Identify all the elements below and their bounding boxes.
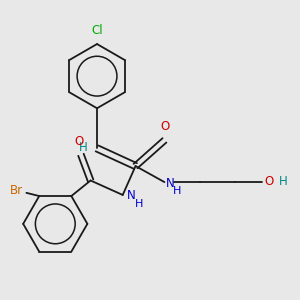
Text: O: O [265, 175, 274, 188]
Text: H: H [279, 175, 288, 188]
Text: H: H [135, 199, 143, 209]
Text: H: H [79, 141, 88, 154]
Text: O: O [160, 120, 170, 133]
Text: N: N [127, 189, 135, 202]
Text: Br: Br [10, 184, 23, 197]
Text: N: N [166, 177, 175, 190]
Text: Cl: Cl [91, 24, 103, 37]
Text: O: O [75, 135, 84, 148]
Text: H: H [172, 186, 181, 196]
